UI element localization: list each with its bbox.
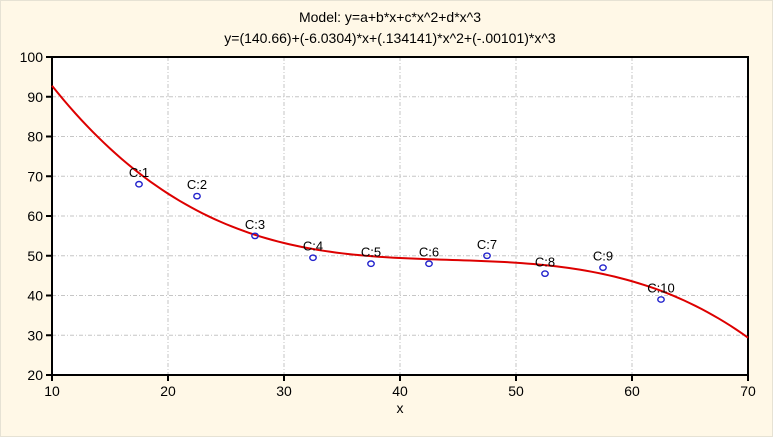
data-point-label: C:5 (361, 245, 381, 260)
data-point-marker[interactable] (599, 264, 607, 272)
data-point-marker[interactable] (309, 254, 317, 262)
x-tick-label: 40 (392, 383, 408, 399)
data-point-label: C:2 (187, 177, 207, 192)
x-tick-label: 10 (44, 383, 60, 399)
x-tick-label: 20 (160, 383, 176, 399)
data-point-marker[interactable] (367, 260, 375, 268)
x-tick-label: 60 (624, 383, 640, 399)
chart-title: Model: y=a+b*x+c*x^2+d*x^3 (298, 9, 482, 25)
chart-subtitle-equation: y=(140.66)+(-6.0304)*x+(.134141)*x^2+(-.… (224, 30, 556, 46)
y-tick-label: 60 (27, 208, 43, 224)
x-tick-label: 30 (276, 383, 292, 399)
data-point-marker[interactable] (483, 252, 491, 260)
x-axis-label: x (396, 400, 404, 416)
data-point-marker[interactable] (657, 296, 665, 303)
y-tick-label: 20 (27, 367, 43, 383)
data-point-label: C:3 (245, 217, 265, 232)
y-tick-label: 30 (27, 327, 43, 343)
fit-curve (51, 85, 749, 339)
data-point-label: C:4 (303, 239, 323, 254)
data-point-marker[interactable] (425, 260, 433, 268)
data-point-label: C:10 (647, 280, 674, 295)
data-point-marker[interactable] (193, 192, 201, 200)
y-tick-label: 50 (27, 248, 43, 264)
x-tick-label: 70 (740, 383, 756, 399)
data-point-marker[interactable] (251, 232, 259, 240)
y-tick-label: 90 (27, 89, 43, 105)
data-point-label: C:1 (129, 165, 149, 180)
data-point-marker[interactable] (135, 180, 143, 188)
y-tick-label: 100 (20, 49, 44, 65)
data-point-label: C:6 (419, 245, 439, 260)
data-point-label: C:8 (535, 255, 555, 270)
y-tick-label: 70 (27, 168, 43, 184)
x-tick-label: 50 (508, 383, 524, 399)
plot-frame (51, 56, 749, 376)
y-tick-label: 80 (27, 129, 43, 145)
data-point-label: C:9 (593, 249, 613, 264)
y-tick-label: 40 (27, 288, 43, 304)
data-point-marker[interactable] (541, 270, 549, 278)
data-point-label: C:7 (477, 237, 497, 252)
